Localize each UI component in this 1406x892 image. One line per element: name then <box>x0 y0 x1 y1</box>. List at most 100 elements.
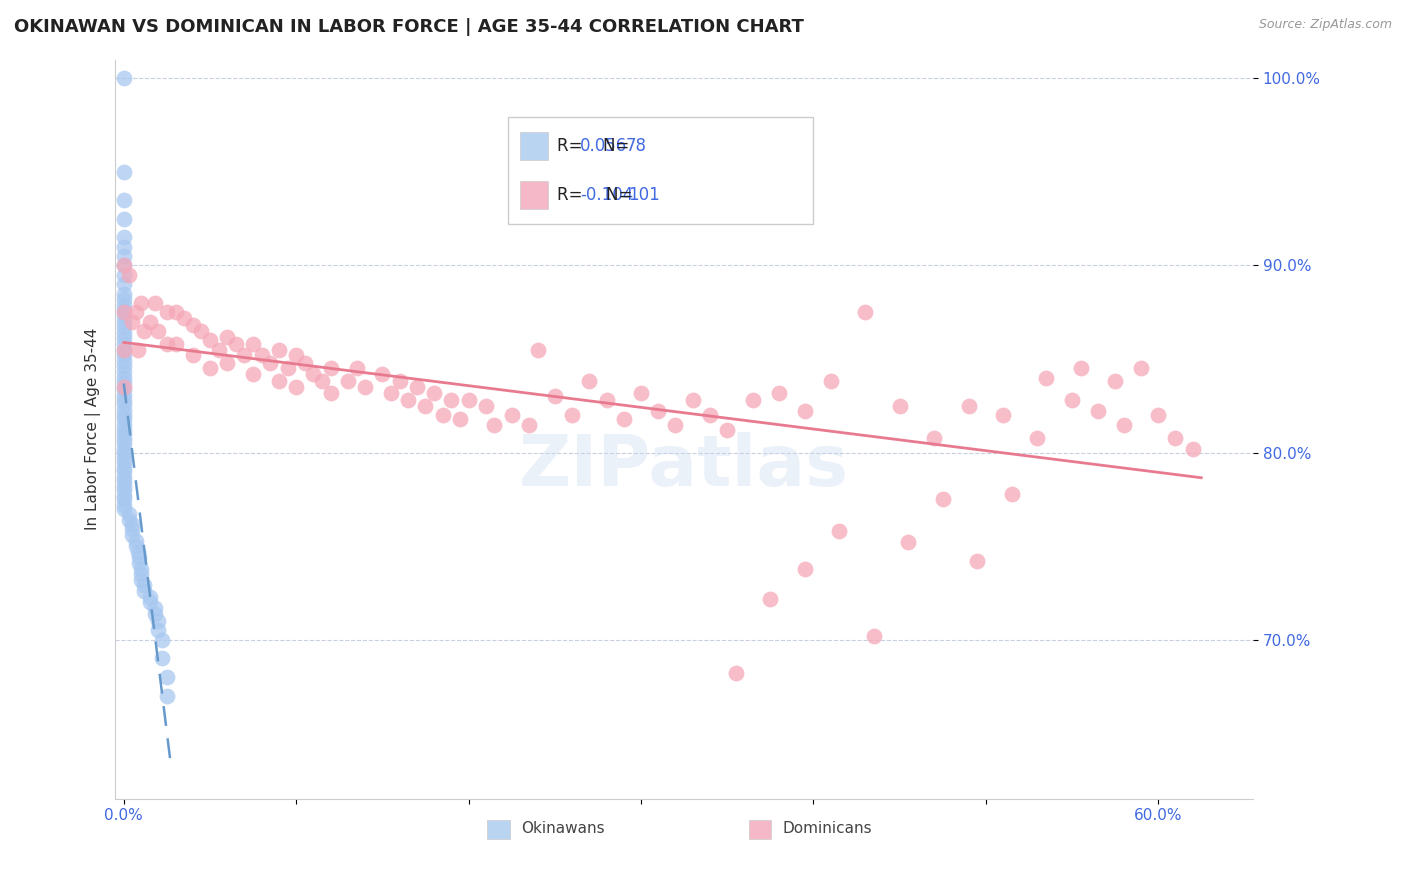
Point <box>991 408 1014 422</box>
Point <box>181 318 204 333</box>
Point <box>267 375 290 389</box>
Point <box>277 361 299 376</box>
Point <box>759 591 782 606</box>
Point <box>112 423 135 437</box>
Point <box>716 423 738 437</box>
Point <box>112 393 135 408</box>
Point <box>143 600 166 615</box>
Text: 101: 101 <box>628 186 661 204</box>
Point <box>125 533 148 548</box>
Text: N=: N= <box>606 186 637 204</box>
Point <box>112 426 135 441</box>
Point <box>112 359 135 374</box>
Point <box>134 578 156 592</box>
Point <box>267 343 290 357</box>
Point <box>112 412 135 426</box>
Point <box>931 492 953 507</box>
Point <box>1104 375 1126 389</box>
Point <box>121 516 143 531</box>
Point <box>118 508 141 522</box>
Point <box>242 367 264 381</box>
Point <box>793 561 815 575</box>
Point <box>1181 442 1204 456</box>
Point <box>793 404 815 418</box>
Text: Dominicans: Dominicans <box>782 821 872 836</box>
Point <box>148 614 170 628</box>
Point <box>112 193 135 207</box>
Point <box>134 584 156 599</box>
Point <box>682 393 704 408</box>
Point <box>190 324 212 338</box>
Point <box>112 337 135 351</box>
Text: 78: 78 <box>626 137 647 155</box>
Point <box>112 320 135 334</box>
Text: 0.056: 0.056 <box>579 137 627 155</box>
Point <box>217 356 239 370</box>
Point <box>302 367 325 381</box>
Point <box>121 315 143 329</box>
Point <box>112 387 135 401</box>
Point <box>112 474 135 488</box>
Point <box>217 329 239 343</box>
Point <box>112 348 135 362</box>
Point <box>526 343 548 357</box>
Point <box>181 348 204 362</box>
Point <box>121 522 143 536</box>
Point <box>336 375 359 389</box>
Point <box>148 324 170 338</box>
Point <box>112 483 135 497</box>
Point <box>112 402 135 417</box>
Point <box>118 268 141 282</box>
Point <box>294 356 316 370</box>
Point <box>127 343 149 357</box>
Point <box>853 305 876 319</box>
Point <box>112 436 135 450</box>
Point <box>112 417 135 432</box>
Point <box>112 380 135 394</box>
Point <box>285 380 308 394</box>
Point <box>129 296 152 310</box>
Point <box>561 408 583 422</box>
Point <box>112 249 135 263</box>
Point <box>371 367 394 381</box>
Point <box>112 326 135 340</box>
Point <box>138 595 160 609</box>
Point <box>150 632 173 647</box>
Point <box>112 286 135 301</box>
Point <box>405 380 427 394</box>
Point <box>966 554 988 568</box>
Text: R=: R= <box>557 137 588 155</box>
Point <box>112 376 135 391</box>
Point <box>346 361 368 376</box>
Point <box>1129 361 1152 376</box>
Point <box>380 385 402 400</box>
Text: R=: R= <box>557 186 588 204</box>
Point <box>517 417 540 432</box>
Point <box>1060 393 1083 408</box>
Point <box>134 324 156 338</box>
Point <box>121 528 143 542</box>
Point <box>112 315 135 329</box>
Point <box>1112 417 1135 432</box>
Point <box>862 629 884 643</box>
Point <box>1070 361 1092 376</box>
Point <box>129 567 152 582</box>
Point <box>112 451 135 466</box>
Point <box>156 305 179 319</box>
Point <box>148 624 170 638</box>
Point <box>112 165 135 179</box>
Point <box>125 305 148 319</box>
Point <box>112 501 135 516</box>
Point <box>613 412 636 426</box>
Point <box>129 561 152 575</box>
Point <box>484 417 506 432</box>
Point <box>664 417 686 432</box>
Point <box>112 408 135 422</box>
Point <box>250 348 273 362</box>
Point <box>112 298 135 312</box>
Point <box>143 607 166 621</box>
Point <box>897 535 920 549</box>
Point <box>198 361 221 376</box>
Point <box>125 539 148 553</box>
Text: -0.104: -0.104 <box>579 186 633 204</box>
